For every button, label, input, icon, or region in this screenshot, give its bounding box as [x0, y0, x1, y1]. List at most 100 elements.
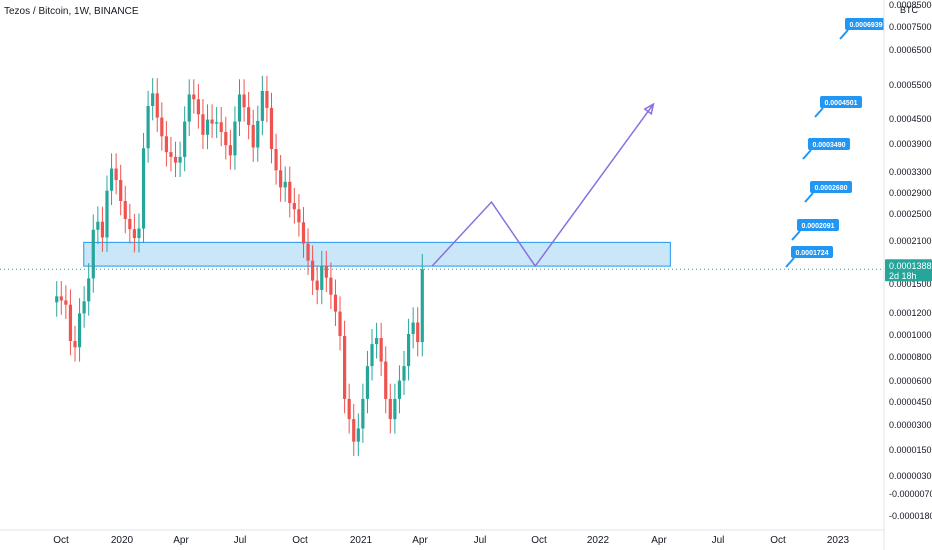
candle — [151, 78, 155, 121]
candle — [187, 79, 191, 136]
price-tick-label: 0.0000800 — [889, 352, 932, 362]
candle — [228, 129, 232, 170]
candle-body — [233, 121, 237, 156]
time-tick-label: Apr — [651, 535, 667, 546]
target-label[interactable]: 0.0006939 — [839, 18, 887, 40]
target-label[interactable]: 0.0001724 — [785, 246, 833, 268]
price-tick-label: 0.0002900 — [889, 188, 932, 198]
candle — [397, 365, 402, 414]
target-label[interactable]: 0.0003490 — [802, 138, 850, 160]
candle — [247, 92, 251, 140]
candle — [347, 383, 351, 434]
candle-body — [215, 122, 219, 124]
candle-body — [55, 296, 59, 303]
candle-body — [187, 94, 191, 122]
candle — [416, 307, 420, 357]
candle — [411, 307, 415, 349]
candle-body — [402, 366, 406, 381]
candle-body — [192, 94, 196, 100]
plot-area[interactable]: 0.0006939 0.0004501 0.0003490 0.0002680 0.00… — [0, 18, 887, 456]
price-tick-label: 0.0008500 — [889, 0, 932, 10]
candle-body — [73, 341, 77, 348]
target-label-text: 0.0002091 — [801, 223, 834, 230]
candle — [265, 75, 269, 123]
candle — [192, 79, 196, 114]
candle — [288, 166, 292, 218]
candle-body — [109, 168, 114, 191]
candle — [237, 79, 242, 136]
time-tick-label: Oct — [770, 535, 786, 546]
candle-body — [274, 149, 278, 171]
candle-body — [406, 334, 411, 367]
candle-body — [365, 366, 370, 399]
candle-body — [155, 93, 159, 118]
price-tick-label: 0.0002500 — [889, 209, 932, 219]
candle — [59, 281, 63, 315]
target-label[interactable]: 0.0002680 — [804, 181, 852, 203]
price-tick-label: 0.0002100 — [889, 236, 932, 246]
candle-body — [356, 428, 360, 442]
candle — [68, 289, 73, 356]
current-price-countdown: 2d 18h — [889, 271, 917, 281]
target-label-text: 0.0004501 — [824, 100, 857, 107]
candle-body — [173, 156, 178, 163]
candle-body — [297, 209, 301, 223]
candle-body — [301, 222, 306, 244]
candle-body — [420, 269, 424, 343]
candle-body — [269, 107, 274, 150]
candle-body — [205, 119, 210, 135]
price-tick-label: 0.0001500 — [889, 279, 932, 289]
candle — [393, 383, 397, 434]
time-tick-label: Oct — [292, 535, 308, 546]
candle-body — [151, 93, 155, 107]
support-zone[interactable] — [83, 241, 671, 267]
candle-body — [292, 203, 296, 210]
candle — [279, 155, 283, 202]
projection-path[interactable] — [431, 103, 654, 268]
candle — [109, 153, 114, 206]
candle — [128, 203, 132, 244]
candle — [352, 403, 356, 456]
candle — [137, 213, 141, 253]
price-tick-label: 0.0000030 — [889, 471, 932, 481]
time-tick-label: Apr — [412, 535, 428, 546]
candle-body — [77, 313, 82, 348]
candle — [123, 185, 127, 234]
target-label-text: 0.0001724 — [795, 250, 828, 257]
candle — [343, 320, 347, 414]
candle-body — [343, 335, 347, 399]
candle-body — [87, 278, 91, 302]
candle — [82, 286, 86, 328]
price-tick-label: -0.0000070 — [889, 489, 932, 499]
candle-body — [64, 300, 68, 305]
price-tick-label: 0.0007500 — [889, 22, 932, 32]
target-label[interactable]: 0.0002091 — [791, 219, 839, 241]
candle-body — [320, 266, 324, 290]
candle-body — [329, 277, 333, 295]
candle-body — [164, 136, 168, 153]
time-axis[interactable]: Oct 2020 Apr Jul Oct 2021 Apr Jul Oct 2022 Apr Jul O… — [0, 529, 884, 546]
candle — [155, 78, 159, 132]
candle-body — [210, 119, 214, 124]
candle — [269, 92, 274, 164]
candle-body — [397, 380, 402, 399]
price-tick-label: -0.0000180 — [889, 511, 932, 521]
candle-body — [251, 124, 255, 148]
price-tick-label: 0.0004500 — [889, 114, 932, 124]
candle — [215, 107, 219, 138]
candle — [384, 346, 388, 414]
candle-body — [119, 180, 123, 202]
candle — [219, 107, 223, 147]
candle-body — [338, 311, 342, 336]
candle-body — [196, 99, 200, 115]
candle-body — [114, 168, 118, 181]
candle-body — [279, 170, 283, 188]
candle-body — [146, 106, 150, 149]
target-label[interactable]: 0.0004501 — [814, 96, 862, 118]
candle — [160, 102, 164, 151]
price-axis[interactable]: BTC 0.0008500 0.0007500 0.0006500 0.0005500… — [883, 0, 932, 550]
candle — [365, 350, 370, 414]
price-tick-label: 0.0000450 — [889, 397, 932, 407]
candle — [301, 207, 306, 258]
